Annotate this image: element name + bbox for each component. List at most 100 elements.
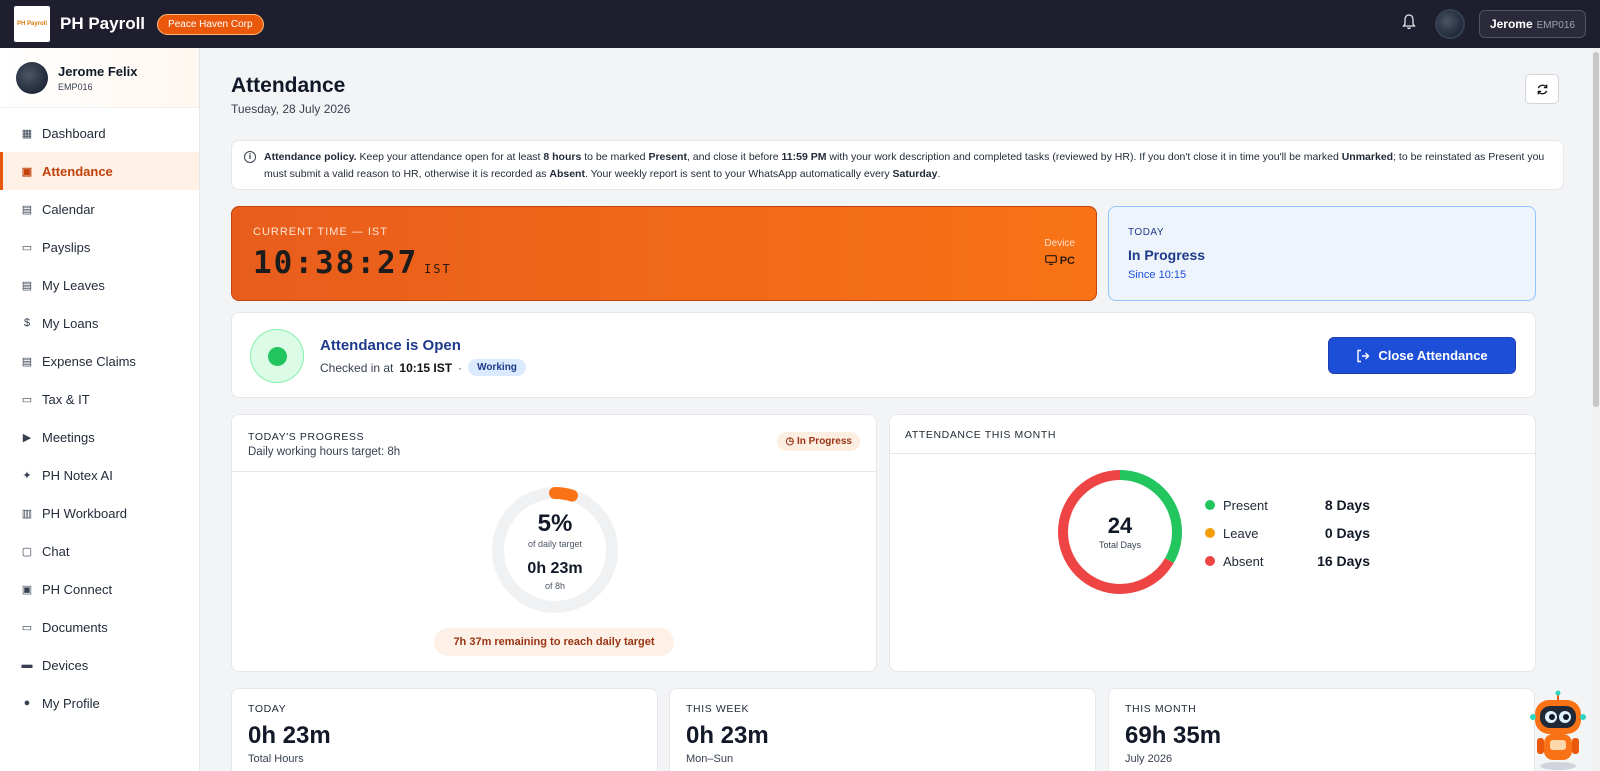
hours-target: of 8h (544, 581, 566, 591)
sidebar-item-payslips[interactable]: ▭ Payslips (0, 228, 199, 266)
sidebar-item-devices[interactable]: ▬ Devices (0, 646, 199, 684)
file-text-icon: ▭ (21, 241, 33, 254)
page-title: Attendance (231, 74, 346, 97)
policy-bold: Absent (549, 168, 585, 180)
sidebar-item-label: Expense Claims (42, 353, 136, 369)
close-attendance-label: Close Attendance (1378, 348, 1488, 363)
close-attendance-button[interactable]: Close Attendance (1328, 337, 1516, 374)
policy-bold: Unmarked (1341, 151, 1394, 163)
message-icon: ▢ (21, 545, 33, 558)
main-content: Attendance Tuesday, 28 July 2026 i Atten… (200, 48, 1592, 771)
scrollbar[interactable] (1592, 48, 1600, 771)
sidebar-item-label: Documents (42, 619, 108, 635)
scrollbar-thumb[interactable] (1593, 52, 1599, 407)
policy-text: . Your weekly report is sent to your Wha… (584, 168, 893, 180)
current-time-label: CURRENT TIME — IST (253, 226, 388, 238)
document-icon: ▭ (21, 393, 33, 406)
profile-emp-id: EMP016 (58, 81, 93, 92)
status-badge: Working (468, 359, 526, 376)
legend-item-leave: Leave 0 Days (1205, 523, 1370, 543)
device-label: Device (1044, 238, 1075, 249)
top-right-actions: Jerome EMP016 (1397, 0, 1586, 48)
user-name: Jerome (1489, 17, 1533, 31)
clipboard-check-icon: ▣ (21, 165, 33, 178)
card-header (890, 415, 1535, 454)
sparkle-icon: ✦ (22, 469, 32, 482)
user-menu-button[interactable]: Jerome EMP016 (1478, 10, 1586, 38)
sidebar-item-ph-workboard[interactable]: ▥ PH Workboard (0, 494, 199, 532)
stat-value: 69h 35m (1125, 722, 1222, 749)
stat-value: 0h 23m (686, 722, 769, 749)
legend-label: Absent (1223, 553, 1264, 569)
user-emp-id: EMP016 (1536, 20, 1575, 31)
legend-value: 8 Days (1324, 497, 1370, 513)
policy-text: , and close it before (686, 151, 782, 163)
laptop-icon: ▬ (21, 659, 33, 671)
progress-title: TODAY'S PROGRESS (248, 431, 365, 443)
refresh-button[interactable] (1525, 74, 1559, 104)
logout-icon (1357, 349, 1370, 362)
sidebar-item-my-profile[interactable]: ● My Profile (0, 684, 199, 722)
avatar (16, 61, 48, 94)
legend-dot (1205, 556, 1215, 566)
policy-text: Keep your attendance open for at least (356, 151, 544, 163)
sidebar-profile[interactable]: Jerome Felix EMP016 (0, 48, 199, 108)
stat-sub: July 2026 (1125, 753, 1173, 765)
stat-label: THIS WEEK (686, 703, 750, 715)
progress-ring-fill (492, 487, 618, 613)
stat-card-today: TODAY 0h 23m Total Hours (231, 688, 658, 771)
checked-in-info: Checked in at 10:15 IST · Working (320, 359, 526, 376)
device-value: PC (1044, 255, 1075, 267)
kanban-icon: ▥ (21, 507, 33, 520)
org-badge[interactable]: Peace Haven Corp (157, 13, 264, 35)
contacts-icon: ▣ (21, 583, 33, 596)
policy-text: . (937, 168, 941, 180)
assistant-robot-icon[interactable] (1530, 690, 1586, 771)
today-since: Since 10:15 (1128, 269, 1187, 281)
policy-text: ; to be reinstated as Present you must s… (264, 151, 1545, 180)
device-name: PC (1059, 255, 1075, 267)
legend-dot (1205, 528, 1215, 538)
refresh-icon (1537, 84, 1547, 94)
app-logo[interactable]: PH Payroll (14, 6, 50, 42)
sidebar-item-my-leaves[interactable]: ▤ My Leaves (0, 266, 199, 304)
policy-bold: Saturday (892, 168, 938, 180)
checked-in-prefix: Checked in at (320, 360, 394, 375)
progress-subtitle: Daily working hours target: 8h (248, 446, 401, 458)
bell-icon[interactable] (1397, 13, 1421, 35)
status-dot (268, 347, 287, 366)
folder-icon: ▭ (21, 621, 33, 634)
avatar[interactable] (1434, 9, 1465, 39)
sidebar-item-documents[interactable]: ▭ Documents (0, 608, 199, 646)
sidebar-item-ph-notex-ai[interactable]: ✦ PH Notex AI (0, 456, 199, 494)
stat-card-this-month: THIS MONTH 69h 35m July 2026 (1108, 688, 1535, 771)
progress-percent-sub: of daily target (527, 539, 583, 549)
total-days-label: Total Days (1098, 540, 1142, 550)
sidebar-item-ph-connect[interactable]: ▣ PH Connect (0, 570, 199, 608)
attendance-open-card: Attendance is Open Checked in at 10:15 I… (231, 312, 1536, 398)
receipt-icon: ▤ (21, 355, 33, 368)
sidebar-item-expense-claims[interactable]: ▤ Expense Claims (0, 342, 199, 380)
legend-value: 16 Days (1317, 553, 1370, 569)
policy-text: to be marked (581, 151, 649, 163)
hours-worked: 0h 23m (527, 560, 583, 577)
sidebar-item-meetings[interactable]: ▶ Meetings (0, 418, 199, 456)
sidebar-item-dashboard[interactable]: ▦ Dashboard (0, 114, 199, 152)
separator: · (458, 360, 463, 375)
sidebar-item-tax-it[interactable]: ▭ Tax & IT (0, 380, 199, 418)
sidebar-item-label: My Loans (42, 315, 99, 331)
sidebar: Jerome Felix EMP016 ▦ Dashboard ▣ Attendanc… (0, 48, 200, 771)
sidebar-item-my-loans[interactable]: $ My Loans (0, 304, 199, 342)
sidebar-item-chat[interactable]: ▢ Chat (0, 532, 199, 570)
current-time-card: CURRENT TIME — IST 10:38:27 IST Device P… (231, 206, 1097, 301)
sidebar-item-attendance[interactable]: ▣ Attendance (0, 152, 199, 190)
sidebar-item-calendar[interactable]: ▤ Calendar (0, 190, 199, 228)
sidebar-item-label: Calendar (42, 201, 95, 217)
policy-bold: 8 hours (543, 151, 582, 163)
sidebar-item-label: My Leaves (42, 277, 105, 293)
stat-label: THIS MONTH (1125, 703, 1197, 715)
user-icon: ● (23, 697, 31, 709)
sidebar-item-label: PH Notex AI (42, 467, 113, 483)
calendar-check-icon: ▤ (21, 279, 33, 292)
app-title: PH Payroll (60, 14, 146, 33)
